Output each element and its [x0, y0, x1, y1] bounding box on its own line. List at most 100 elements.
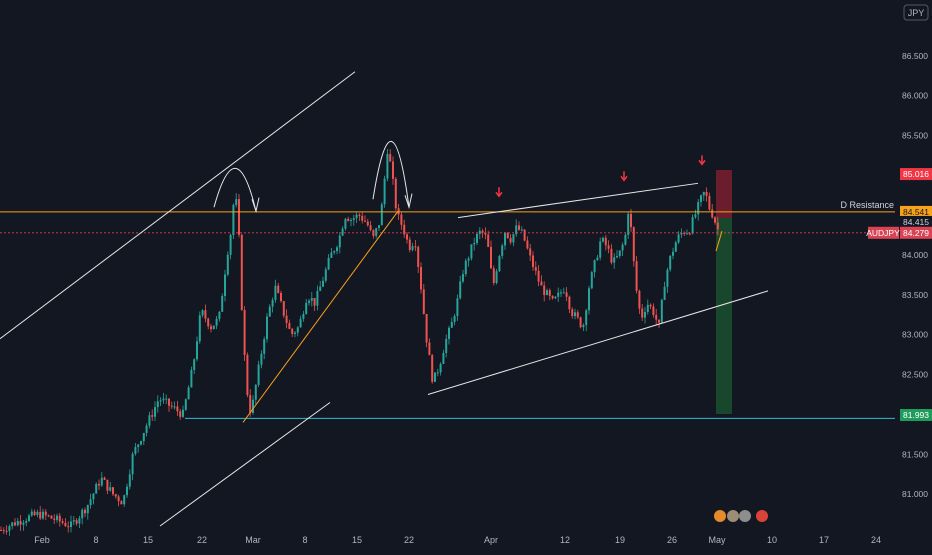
- candle-body: [705, 192, 708, 196]
- candle-body: [425, 313, 428, 343]
- candle-body: [417, 247, 420, 268]
- candle-body: [75, 520, 78, 524]
- candle-body: [674, 242, 677, 252]
- curved-arrow: [372, 140, 410, 208]
- candle-body: [352, 218, 355, 221]
- x-tick-label: Feb: [34, 535, 50, 545]
- candle-body: [492, 268, 495, 283]
- candle-body: [257, 364, 260, 385]
- candle-body: [126, 486, 128, 496]
- candle-body: [291, 328, 294, 334]
- candle-body: [378, 225, 380, 229]
- candle-body: [663, 286, 666, 300]
- candle-body: [708, 195, 711, 210]
- candle-body: [246, 354, 249, 396]
- candle-body: [630, 213, 632, 228]
- price-tag-target-label: 81.993: [903, 410, 929, 420]
- candle-body: [422, 289, 425, 314]
- candle-body: [131, 453, 134, 475]
- candle-body: [170, 405, 173, 407]
- candle-body: [39, 511, 42, 519]
- x-tick-label: 8: [93, 535, 98, 545]
- candle-body: [338, 235, 341, 248]
- candle-body: [392, 161, 394, 179]
- candle-body: [495, 271, 498, 283]
- candle-body: [484, 232, 487, 235]
- flag-icon[interactable]: [714, 510, 726, 522]
- candle-body: [487, 234, 490, 247]
- x-axis: Feb 8 15 22 Mar 8 15 22 Apr 12 19 26 May 10 17 24: [34, 535, 881, 545]
- candle-body: [649, 304, 652, 307]
- candle-body: [58, 515, 61, 522]
- candle-body: [5, 530, 8, 532]
- candle-body: [560, 292, 562, 294]
- candle-body: [310, 298, 313, 301]
- resistance-label: D Resistance: [840, 200, 894, 210]
- x-tick-label: 17: [819, 535, 829, 545]
- candle-body: [506, 232, 509, 238]
- x-tick-label: 15: [143, 535, 153, 545]
- candle-body: [56, 515, 58, 520]
- x-tick-label: 12: [560, 535, 570, 545]
- candle-body: [434, 372, 436, 382]
- candle-body: [50, 515, 53, 519]
- candle-body: [406, 234, 408, 240]
- candle-body: [386, 154, 389, 179]
- trendlines-group: [0, 71, 769, 527]
- candle-body: [226, 254, 229, 275]
- candle-body: [498, 255, 501, 272]
- candle-body: [450, 321, 453, 328]
- candle-body: [473, 242, 476, 245]
- candle-body: [403, 224, 406, 235]
- candle-body: [36, 511, 39, 515]
- candle-body: [182, 409, 184, 417]
- candle-body: [260, 353, 263, 365]
- candle-body: [210, 326, 212, 330]
- candle-body: [616, 256, 618, 258]
- candle-body: [669, 255, 672, 270]
- candle-body: [565, 292, 568, 297]
- price-tag-symbol: [900, 226, 932, 239]
- annotations-group: [213, 140, 706, 214]
- candle-body: [156, 401, 159, 408]
- projection-line: [715, 230, 723, 252]
- price-tag-current-label: 84.415: [903, 217, 929, 227]
- candle-body: [666, 269, 669, 287]
- candle-body: [165, 398, 168, 400]
- take-profit-zone: [716, 218, 732, 414]
- candle-body: [162, 398, 165, 401]
- candle-body: [266, 316, 268, 340]
- candle-body: [607, 245, 610, 249]
- curved-arrow-head: [251, 197, 260, 214]
- candle-body: [688, 233, 691, 235]
- candle-body: [632, 227, 635, 262]
- dividend-icon[interactable]: [739, 510, 751, 522]
- candle-body: [644, 312, 646, 318]
- candle-body: [263, 339, 266, 354]
- candle-body: [145, 425, 148, 433]
- candle-body: [453, 315, 456, 322]
- candle-body: [316, 290, 319, 306]
- candle-body: [641, 308, 644, 318]
- candle-body: [442, 352, 445, 364]
- candle-body: [350, 220, 352, 222]
- event-icons[interactable]: [714, 510, 768, 522]
- candle-body: [515, 225, 518, 235]
- candle-body: [540, 281, 543, 286]
- neckline: [242, 210, 399, 423]
- currency-badge[interactable]: JPY: [903, 4, 929, 21]
- candle-body: [414, 246, 417, 248]
- price-tag-target: [900, 408, 932, 421]
- candle-body: [324, 269, 327, 281]
- candle-body: [364, 220, 366, 222]
- news-icon[interactable]: [727, 510, 739, 522]
- currency-badge-label: JPY: [908, 8, 925, 18]
- candle-body: [658, 319, 660, 323]
- earnings-icon[interactable]: [756, 510, 768, 522]
- candle-body: [296, 327, 299, 333]
- candle-body: [582, 325, 585, 328]
- candles-group: [0, 149, 719, 536]
